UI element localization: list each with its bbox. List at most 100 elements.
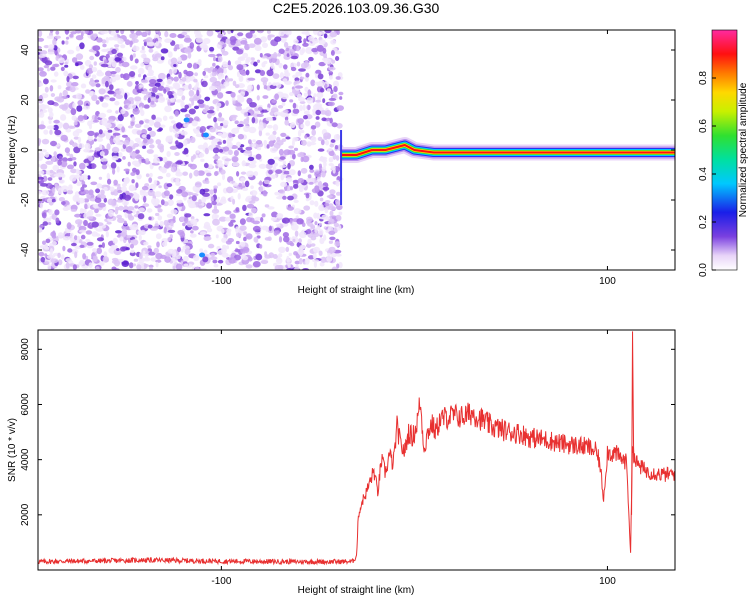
- noise-blob: [274, 191, 280, 196]
- noise-blob: [137, 213, 145, 220]
- noise-blob: [48, 119, 52, 125]
- noise-blob: [139, 120, 144, 125]
- noise-blob: [180, 249, 184, 253]
- noise-blob: [76, 105, 83, 112]
- noise-blob: [167, 229, 176, 233]
- noise-blob: [224, 210, 232, 215]
- noise-blob: [329, 189, 336, 195]
- noise-blob: [335, 76, 341, 80]
- noise-blob: [256, 84, 260, 91]
- noise-blob: [38, 30, 43, 37]
- noise-blob: [172, 265, 176, 270]
- noise-blob: [167, 237, 171, 242]
- noise-blob: [272, 130, 277, 136]
- noise-blob: [261, 109, 269, 113]
- noise-blob: [145, 253, 149, 260]
- noise-blob: [67, 248, 73, 253]
- noise-blob: [64, 64, 69, 68]
- noise-blob: [115, 66, 121, 73]
- noise-blob: [122, 156, 126, 160]
- noise-blob: [169, 234, 173, 239]
- noise-blob: [216, 92, 224, 99]
- noise-blob: [74, 195, 80, 202]
- noise-blob: [146, 149, 154, 154]
- noise-blob: [216, 105, 220, 112]
- noise-blob: [120, 44, 126, 49]
- noise-blob: [182, 222, 186, 227]
- noise-blob: [288, 252, 292, 257]
- noise-blob: [221, 119, 229, 126]
- noise-blob: [265, 132, 270, 136]
- noise-blob: [208, 53, 216, 58]
- noise-blob: [293, 251, 298, 256]
- noise-blob: [114, 259, 120, 267]
- noise-blob: [115, 94, 124, 99]
- noise-blob: [129, 71, 136, 77]
- noise-blob: [147, 189, 155, 197]
- noise-blob: [193, 254, 200, 262]
- noise-blob: [290, 66, 297, 72]
- noise-blob: [193, 116, 200, 122]
- noise-blob: [116, 186, 122, 192]
- noise-blob: [213, 263, 219, 268]
- noise-blob: [56, 97, 65, 103]
- noise-blob: [43, 209, 48, 213]
- noise-blob: [277, 105, 284, 109]
- noise-blob: [71, 157, 77, 161]
- noise-blob: [170, 57, 178, 65]
- noise-blob: [52, 164, 60, 172]
- noise-blob: [105, 70, 113, 77]
- noise-blob: [198, 103, 205, 108]
- noise-blob: [233, 150, 239, 157]
- noise-blob: [139, 106, 143, 113]
- noise-blob: [65, 108, 71, 114]
- noise-blob: [42, 221, 49, 226]
- noise-blob: [183, 139, 188, 146]
- noise-blob: [294, 260, 300, 265]
- noise-blob: [173, 47, 178, 52]
- noise-blob: [225, 245, 230, 250]
- noise-blob: [74, 213, 82, 218]
- noise-blob: [173, 76, 179, 82]
- noise-blob: [278, 189, 286, 194]
- noise-blob: [111, 146, 120, 154]
- noise-blob: [93, 61, 98, 66]
- noise-blob: [147, 224, 153, 229]
- noise-blob: [210, 252, 216, 257]
- snr-series-line: [38, 397, 675, 566]
- noise-blob: [159, 166, 167, 173]
- noise-blob: [175, 181, 181, 186]
- noise-blob: [222, 244, 227, 249]
- noise-blob: [190, 216, 195, 220]
- noise-blob: [102, 161, 107, 166]
- noise-blob: [229, 78, 234, 82]
- noise-blob: [281, 138, 287, 142]
- noise-blob: [313, 30, 318, 35]
- noise-blob: [334, 145, 339, 150]
- noise-blob: [318, 222, 323, 226]
- noise-blob: [148, 119, 155, 126]
- noise-blob: [69, 86, 76, 93]
- noise-blob: [339, 96, 343, 100]
- noise-blob: [72, 264, 77, 270]
- noise-blob: [329, 117, 333, 124]
- noise-blob: [189, 233, 197, 238]
- noise-blob: [297, 178, 305, 184]
- noise-blob: [266, 69, 274, 77]
- noise-blob: [267, 124, 273, 129]
- noise-blob: [307, 89, 311, 96]
- noise-blob: [262, 95, 269, 99]
- noise-blob: [130, 244, 134, 249]
- noise-blob: [77, 115, 84, 122]
- noise-blob: [140, 229, 146, 235]
- noise-blob: [317, 180, 323, 188]
- colorbar-label: Normalized spectral amplitude: [738, 82, 749, 217]
- spectrogram-x-tick-label: -100: [211, 276, 231, 287]
- noise-blob: [53, 119, 60, 124]
- noise-blob: [154, 33, 160, 40]
- noise-blob: [221, 237, 228, 243]
- noise-blob: [335, 179, 340, 187]
- noise-blob: [76, 170, 82, 175]
- noise-blob: [72, 75, 79, 80]
- noise-blob: [104, 59, 107, 65]
